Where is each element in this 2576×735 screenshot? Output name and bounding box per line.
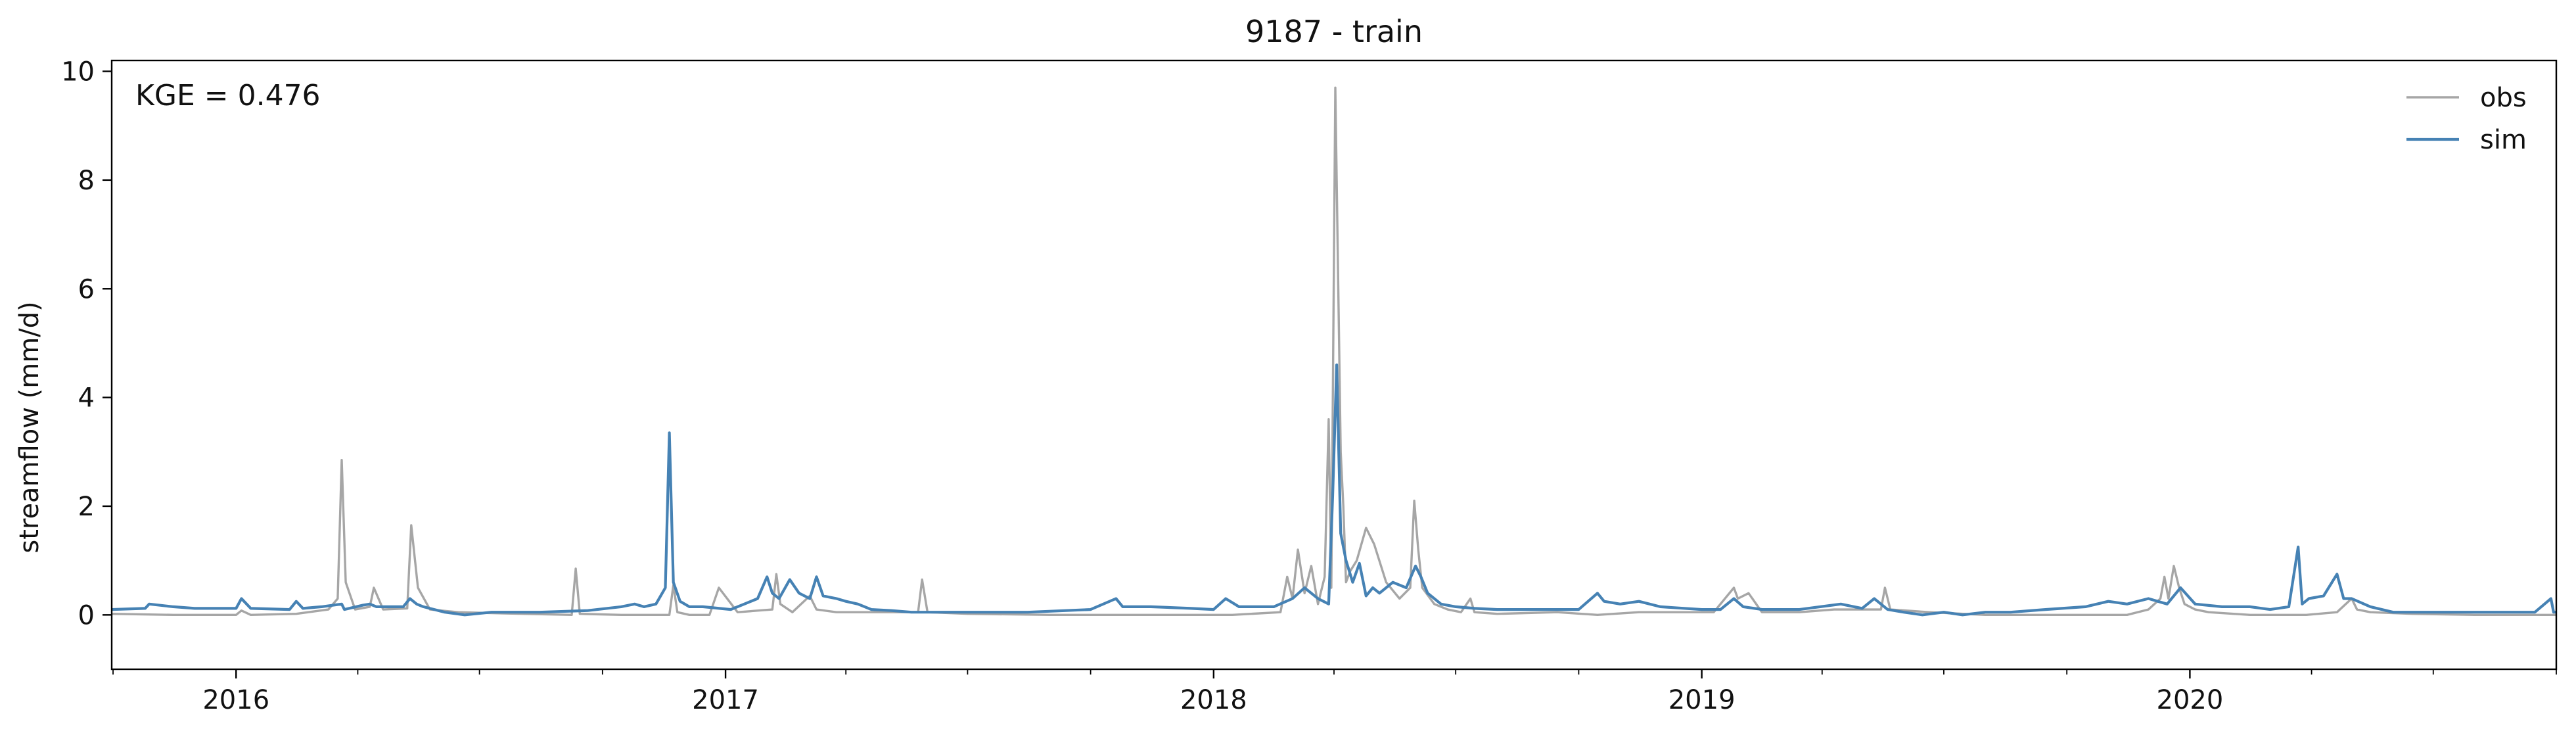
series-line-sim (112, 363, 2556, 617)
x-tick-label: 2017 (692, 685, 759, 715)
x-tick-label: 2016 (202, 685, 269, 715)
chart-title: 9187 - train (1245, 14, 1423, 49)
y-tick-label: 0 (78, 600, 95, 630)
y-tick-label: 6 (78, 274, 95, 304)
legend: obs sim (2406, 83, 2527, 155)
legend-label-sim: sim (2480, 125, 2527, 155)
x-tick-label: 2020 (2157, 685, 2224, 715)
kge-annotation: KGE = 0.476 (135, 79, 321, 112)
x-tick-label: 2019 (1668, 685, 1736, 715)
y-axis-label: streamflow (mm/d) (14, 301, 45, 553)
y-tick-label: 4 (78, 383, 95, 414)
legend-label-obs: obs (2480, 83, 2527, 113)
y-tick-label: 10 (61, 57, 95, 87)
x-tick-label: 2018 (1180, 685, 1247, 715)
y-tick-label: 8 (78, 166, 95, 196)
series-line-obs (112, 86, 2556, 616)
y-tick-label: 2 (78, 492, 95, 522)
